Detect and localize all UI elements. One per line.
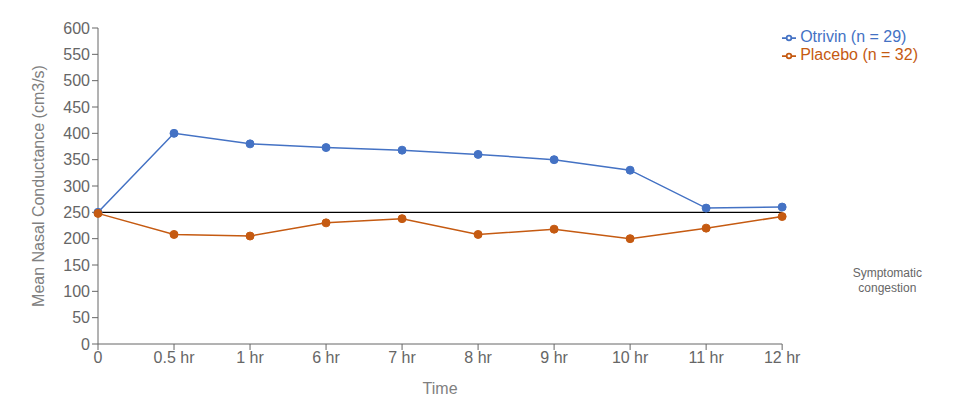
svg-text:250: 250 — [63, 204, 90, 221]
svg-text:7 hr: 7 hr — [388, 349, 416, 366]
svg-text:0: 0 — [94, 349, 103, 366]
svg-text:450: 450 — [63, 99, 90, 116]
svg-text:350: 350 — [63, 151, 90, 168]
svg-text:300: 300 — [63, 178, 90, 195]
svg-text:11 hr: 11 hr — [688, 349, 724, 366]
html-text:congestion: congestion — [858, 281, 917, 295]
svg-text:550: 550 — [63, 46, 90, 63]
svg-text:10 hr: 10 hr — [612, 349, 649, 366]
svg-text:1 hr: 1 hr — [236, 349, 264, 366]
svg-text:0: 0 — [81, 336, 90, 353]
svg-text:500: 500 — [63, 72, 90, 89]
svg-text:6 hr: 6 hr — [312, 349, 340, 366]
svg-text:50: 50 — [72, 309, 90, 326]
svg-text:0.5 hr: 0.5 hr — [154, 349, 196, 366]
svg-text:150: 150 — [63, 257, 90, 274]
html-text:Symptomatic: Symptomatic — [852, 266, 922, 280]
svg-text:12 hr: 12 hr — [764, 349, 801, 366]
svg-text:400: 400 — [63, 125, 90, 142]
html-text:Placebo (n = 32): Placebo (n = 32) — [800, 46, 918, 63]
svg-text:9 hr: 9 hr — [540, 349, 568, 366]
svg-text:8 hr: 8 hr — [464, 349, 492, 366]
svg-text:Time: Time — [423, 380, 458, 397]
svg-text:Mean Nasal Conductance (cm3/s): Mean Nasal Conductance (cm3/s) — [30, 65, 47, 307]
svg-text:100: 100 — [63, 283, 90, 300]
svg-text:600: 600 — [63, 20, 90, 37]
html-text:Otrivin (n = 29): Otrivin (n = 29) — [800, 28, 907, 45]
svg-text:200: 200 — [63, 230, 90, 247]
